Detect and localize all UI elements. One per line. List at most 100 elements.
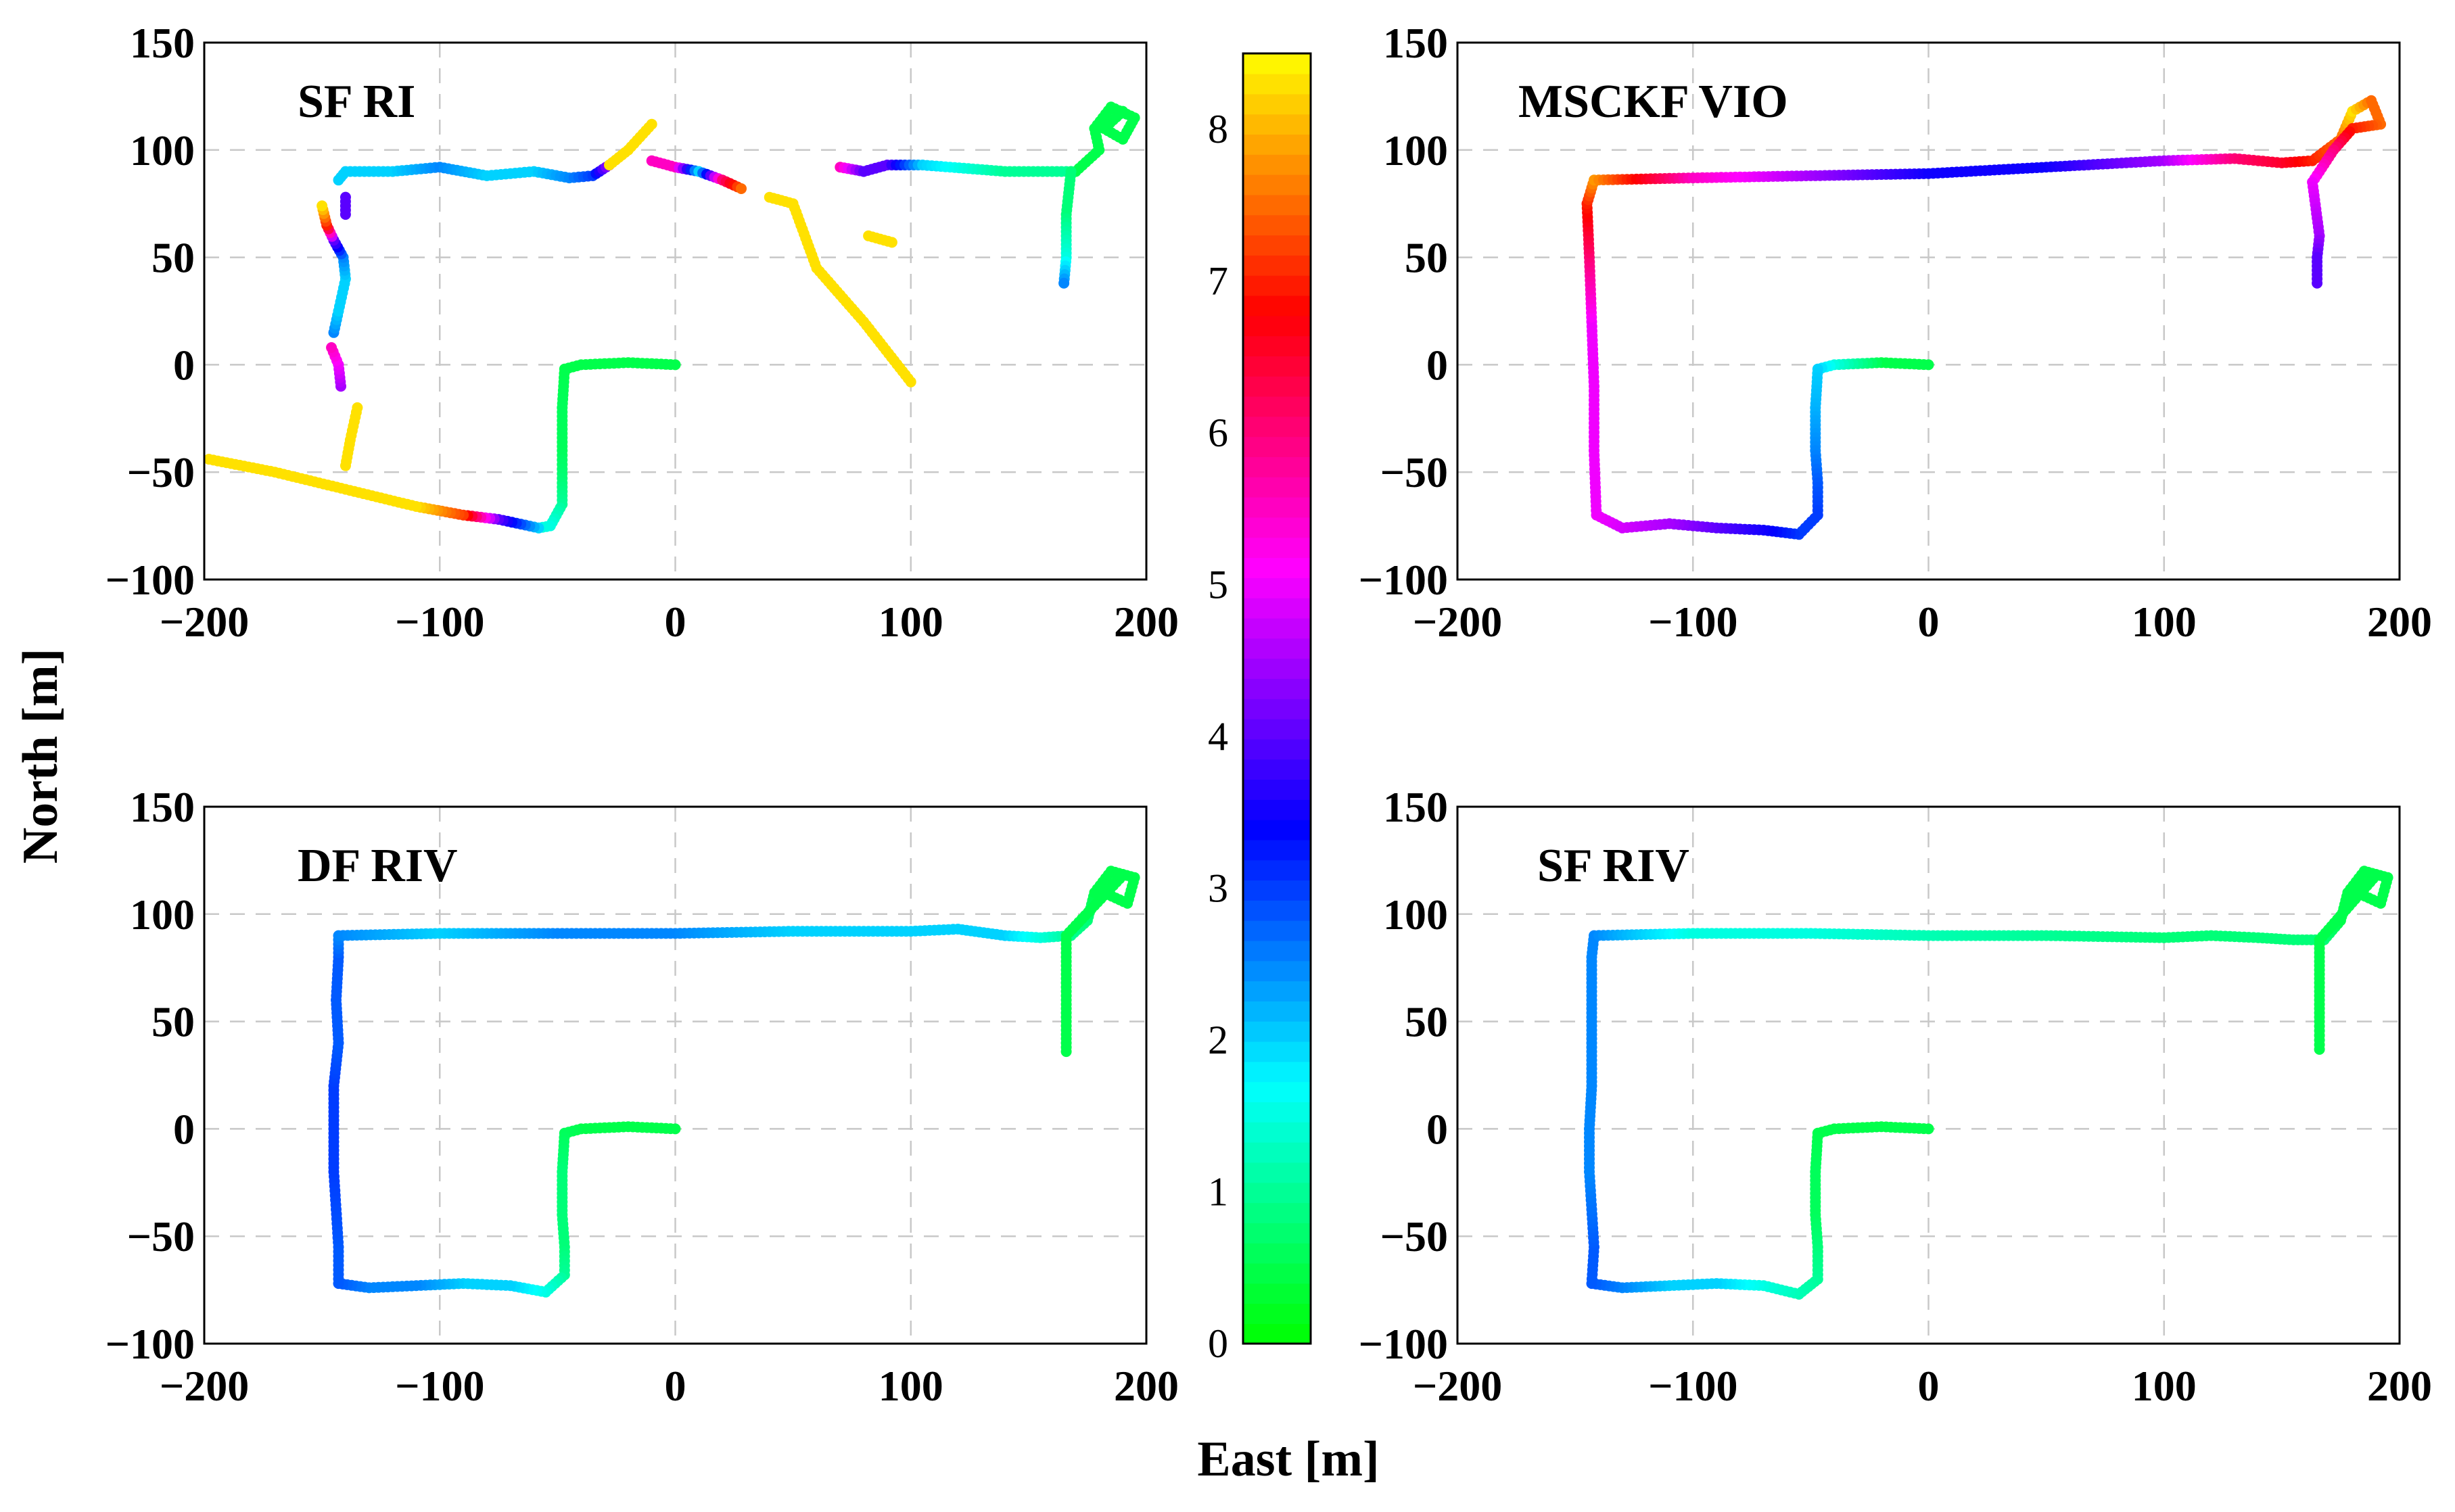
x-tick-label: −100 (395, 1362, 484, 1410)
y-tick-label: −100 (1359, 556, 1448, 604)
colorbar-tick-label: 7 (1208, 259, 1228, 304)
trajectory-point (340, 191, 351, 203)
y-tick-label: −100 (106, 1320, 195, 1368)
plot-frame (203, 41, 1148, 581)
trajectory-segment-north-edge (333, 160, 615, 186)
colorbar-band (1243, 53, 1311, 74)
trajectory-segment-path (1584, 866, 2393, 1300)
colorbar-band (1243, 295, 1311, 316)
colorbar-band (1243, 678, 1311, 699)
colorbar-band (1243, 315, 1311, 337)
colorbar-tick-label: 0 (1208, 1321, 1228, 1366)
y-tick-label: 50 (1405, 998, 1448, 1046)
trajectory-point (905, 376, 916, 387)
x-tick-labels: −200 −100 0 100 200 (160, 598, 1179, 646)
colorbar-bands (1243, 53, 1311, 1344)
colorbar-band (1243, 1202, 1311, 1223)
y-tick-label: 0 (1426, 1105, 1448, 1153)
y-tick-label: 100 (1383, 891, 1448, 939)
colorbar-tick-label: 1 (1208, 1170, 1228, 1214)
panel-df-riv: −200 −100 0 100 200 −100 −50 0 50 100 15… (106, 783, 1179, 1410)
y-tick-label: −50 (1380, 1212, 1448, 1260)
colorbar-band (1243, 496, 1311, 518)
colorbar-band (1243, 356, 1311, 377)
y-tick-label: 100 (1383, 126, 1448, 174)
colorbar-frame (1242, 52, 1312, 1345)
colorbar-band (1243, 557, 1311, 578)
x-tick-label: 200 (1114, 1362, 1179, 1410)
panel-sf-riv: −200 −100 0 100 200 −100 −50 0 50 100 15… (1359, 783, 2432, 1410)
colorbar: 0 1 2 3 4 5 6 7 8 (1208, 52, 1312, 1366)
plot-frame (1456, 805, 2401, 1345)
colorbar-band (1243, 214, 1311, 236)
colorbar-band (1243, 335, 1311, 356)
colorbar-band (1243, 396, 1311, 417)
panel-title: DF RIV (298, 840, 458, 892)
trajectory-segment-south-west-drift (203, 454, 544, 534)
colorbar-band (1243, 134, 1311, 155)
colorbar-band (1243, 577, 1311, 598)
trajectory-point (1060, 1046, 1072, 1058)
y-tick-label: −50 (127, 1212, 195, 1260)
trajectory-point (2312, 277, 2323, 289)
trajectory-point (326, 341, 337, 353)
colorbar-band (1243, 859, 1311, 881)
colorbar-band (1243, 1303, 1311, 1324)
colorbar-band (1243, 981, 1311, 1001)
colorbar-band (1243, 1081, 1311, 1103)
trajectory-segment-path (328, 866, 1140, 1298)
colorbar-tick-label: 6 (1208, 410, 1228, 455)
x-tick-label: −200 (160, 1362, 249, 1410)
y-tick-label: −100 (1359, 1320, 1448, 1368)
colorbar-band (1243, 759, 1311, 780)
y-axis-label: North [m] (13, 648, 68, 864)
y-tick-label: 50 (1405, 234, 1448, 282)
trajectory-segment-west-edge (317, 200, 351, 338)
y-tick-label: 150 (130, 783, 195, 831)
plot-frame (203, 805, 1148, 1345)
x-tick-label: 200 (2367, 1362, 2432, 1410)
trajectory-segment-west-fragment-1 (340, 402, 363, 471)
plot-frame (1456, 41, 2401, 581)
colorbar-band (1243, 920, 1311, 941)
x-tick-labels: −200 −100 0 100 200 (160, 1362, 1179, 1410)
colorbar-tick-label: 5 (1208, 563, 1228, 607)
colorbar-band (1243, 255, 1311, 276)
colorbar-band (1243, 73, 1311, 95)
trajectory-segment-path (1581, 95, 2387, 540)
colorbar-band (1243, 1182, 1311, 1204)
colorbar-band (1243, 93, 1311, 115)
colorbar-tick-label: 3 (1208, 866, 1228, 911)
grid (1457, 807, 2400, 1344)
colorbar-band (1243, 880, 1311, 901)
colorbar-band (1243, 1102, 1311, 1123)
x-tick-label: −100 (1648, 598, 1737, 646)
x-tick-label: −200 (1413, 598, 1502, 646)
trajectory-point (886, 237, 897, 248)
colorbar-band (1243, 174, 1311, 195)
x-tick-label: 100 (2132, 1362, 2197, 1410)
x-tick-labels: −200 −100 0 100 200 (1413, 598, 2432, 646)
trajectory-point (203, 454, 214, 465)
y-tick-label: −50 (1380, 448, 1448, 496)
colorbar-tick-label: 8 (1208, 107, 1228, 151)
trajectory-point (340, 460, 351, 471)
colorbar-band (1243, 114, 1311, 135)
trajectory-point (736, 183, 747, 194)
colorbar-band (1243, 658, 1311, 679)
x-tick-label: −100 (395, 598, 484, 646)
x-tick-label: −100 (1648, 1362, 1737, 1410)
colorbar-band (1243, 1041, 1311, 1062)
x-tick-label: −200 (1413, 1362, 1502, 1410)
trajectory-segment-north-middle (646, 155, 747, 194)
x-tick-label: 0 (1918, 1362, 1940, 1410)
trajectory (1584, 866, 2393, 1300)
x-tick-label: 100 (879, 598, 943, 646)
grid (1457, 43, 2400, 580)
y-tick-labels: −100 −50 0 50 100 150 (106, 783, 195, 1368)
x-tick-label: 100 (2132, 598, 2197, 646)
colorbar-tick-labels: 0 1 2 3 4 5 6 7 8 (1208, 107, 1228, 1366)
y-tick-labels: −100 −50 0 50 100 150 (1359, 783, 1448, 1368)
panel-sf-ri: −200 −100 0 100 200 −100 −50 0 50 100 15… (106, 19, 1179, 646)
